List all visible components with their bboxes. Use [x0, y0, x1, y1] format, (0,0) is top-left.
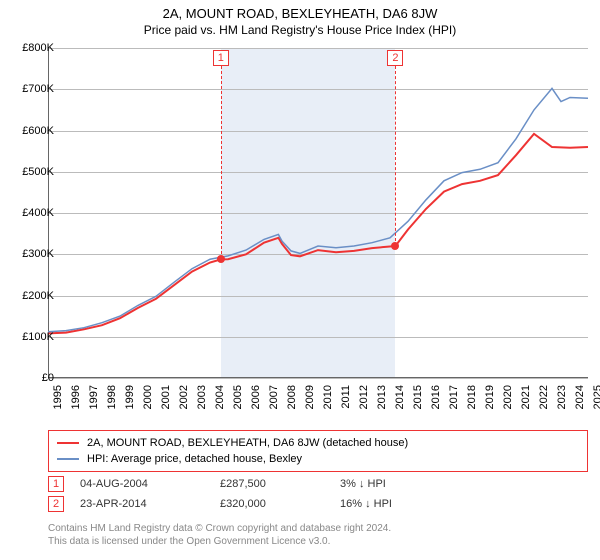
y-axis-label: £0 — [8, 372, 54, 384]
sale-row: 1 04-AUG-2004£287,5003% ↓ HPI — [48, 474, 460, 494]
sale-date: 04-AUG-2004 — [80, 478, 220, 490]
y-axis-label: £500K — [8, 166, 54, 178]
series-line — [48, 134, 588, 334]
y-axis-label: £800K — [8, 42, 54, 54]
callout-line — [221, 66, 222, 259]
gridline — [48, 378, 588, 379]
x-axis-label: 2025 — [592, 385, 600, 409]
x-axis-label: 2002 — [178, 385, 190, 409]
y-axis-label: £600K — [8, 125, 54, 137]
y-axis-label: £400K — [8, 207, 54, 219]
x-axis-label: 2005 — [232, 385, 244, 409]
x-axis-label: 2011 — [340, 385, 352, 409]
x-axis-label: 2006 — [250, 385, 262, 409]
sale-delta: 16% ↓ HPI — [340, 498, 460, 510]
sale-delta: 3% ↓ HPI — [340, 478, 460, 490]
sale-index-box: 1 — [48, 476, 64, 492]
y-axis-label: £300K — [8, 248, 54, 260]
legend-label: HPI: Average price, detached house, Bexl… — [87, 453, 302, 465]
x-axis-label: 2016 — [430, 385, 442, 409]
plot-area: 12 — [48, 48, 588, 378]
x-axis-label: 2022 — [538, 385, 550, 409]
footer-attribution: Contains HM Land Registry data © Crown c… — [48, 522, 391, 548]
x-axis-label: 2018 — [466, 385, 478, 409]
x-axis-label: 2023 — [556, 385, 568, 409]
chart-container: 2A, MOUNT ROAD, BEXLEYHEATH, DA6 8JW Pri… — [0, 0, 600, 560]
series-svg — [48, 48, 588, 378]
x-axis-label: 2007 — [268, 385, 280, 409]
x-axis-label: 1996 — [70, 385, 82, 409]
x-axis-label: 2009 — [304, 385, 316, 409]
y-axis-label: £200K — [8, 290, 54, 302]
legend-swatch — [57, 442, 79, 444]
y-axis-label: £700K — [8, 83, 54, 95]
sales-table: 1 04-AUG-2004£287,5003% ↓ HPI 2 23-APR-2014… — [48, 474, 460, 514]
x-axis-label: 2013 — [376, 385, 388, 409]
x-axis-label: 1998 — [106, 385, 118, 409]
sale-date: 23-APR-2014 — [80, 498, 220, 510]
x-axis-label: 2004 — [214, 385, 226, 409]
x-axis-label: 1999 — [124, 385, 136, 409]
footer-line-1: Contains HM Land Registry data © Crown c… — [48, 522, 391, 535]
chart-title: 2A, MOUNT ROAD, BEXLEYHEATH, DA6 8JW — [0, 0, 600, 21]
x-axis-label: 2012 — [358, 385, 370, 409]
sale-row: 2 23-APR-2014£320,00016% ↓ HPI — [48, 494, 460, 514]
callout-marker: 1 — [213, 50, 229, 66]
y-axis-label: £100K — [8, 331, 54, 343]
x-axis-label: 1997 — [88, 385, 100, 409]
chart-subtitle: Price paid vs. HM Land Registry's House … — [0, 21, 600, 37]
x-axis-label: 2003 — [196, 385, 208, 409]
sale-index-box: 2 — [48, 496, 64, 512]
legend-item: HPI: Average price, detached house, Bexl… — [57, 451, 579, 467]
x-axis-label: 2010 — [322, 385, 334, 409]
x-axis-label: 2024 — [574, 385, 586, 409]
callout-marker: 2 — [387, 50, 403, 66]
x-axis-label: 2014 — [394, 385, 406, 409]
footer-line-2: This data is licensed under the Open Gov… — [48, 535, 391, 548]
series-line — [48, 88, 588, 331]
x-axis-label: 2000 — [142, 385, 154, 409]
x-axis-label: 2017 — [448, 385, 460, 409]
x-axis-label: 1995 — [52, 385, 64, 409]
sale-marker-dot — [391, 242, 399, 250]
callout-line — [395, 66, 396, 246]
legend-label: 2A, MOUNT ROAD, BEXLEYHEATH, DA6 8JW (de… — [87, 437, 408, 449]
legend-box: 2A, MOUNT ROAD, BEXLEYHEATH, DA6 8JW (de… — [48, 430, 588, 472]
x-axis-label: 2021 — [520, 385, 532, 409]
x-axis-label: 2015 — [412, 385, 424, 409]
x-axis-label: 2001 — [160, 385, 172, 409]
x-axis-label: 2019 — [484, 385, 496, 409]
x-axis-label: 2008 — [286, 385, 298, 409]
legend-swatch — [57, 458, 79, 460]
x-axis-label: 2020 — [502, 385, 514, 409]
sale-price: £287,500 — [220, 478, 340, 490]
sale-marker-dot — [217, 255, 225, 263]
legend-item: 2A, MOUNT ROAD, BEXLEYHEATH, DA6 8JW (de… — [57, 435, 579, 451]
sale-price: £320,000 — [220, 498, 340, 510]
